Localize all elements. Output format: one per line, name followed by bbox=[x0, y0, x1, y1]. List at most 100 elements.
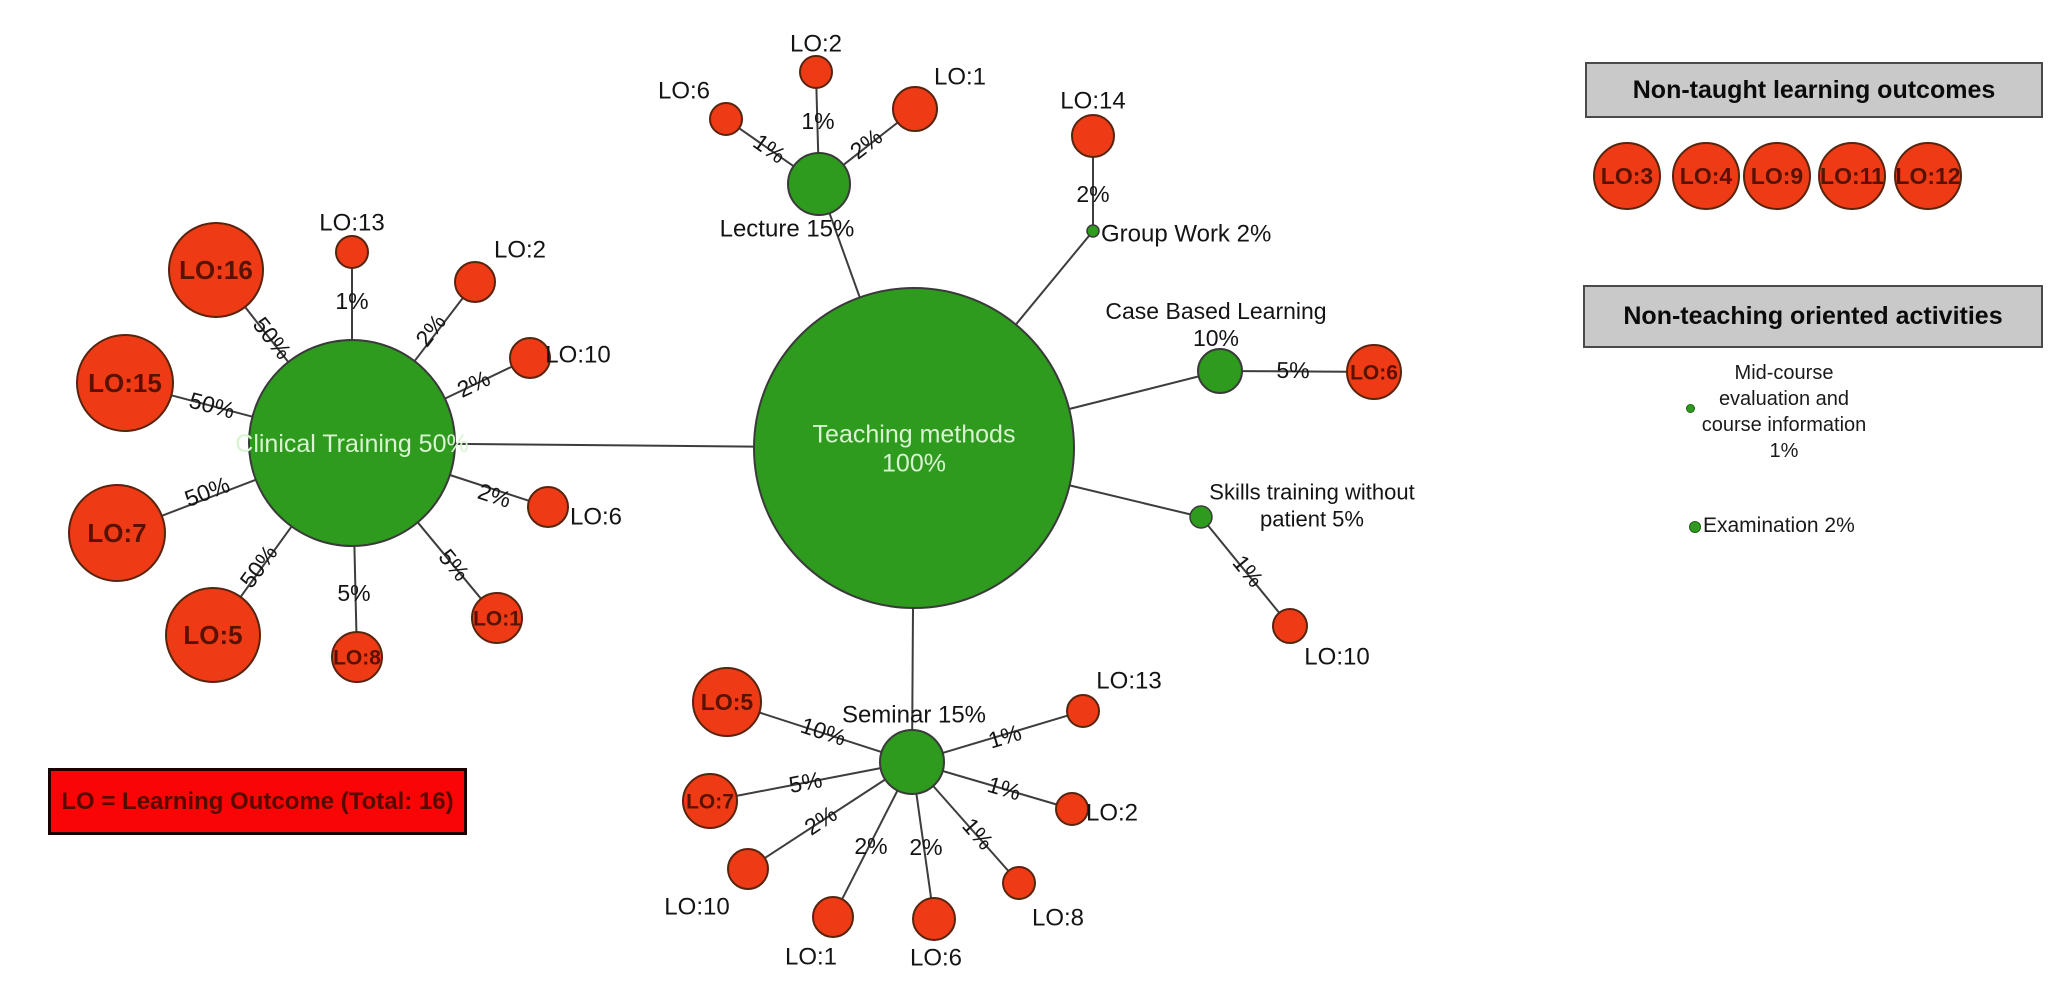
edge-teaching-cbl bbox=[1068, 375, 1199, 410]
edge-seminar-sem-lo5 bbox=[758, 711, 882, 754]
edge-percent-label: 2% bbox=[800, 800, 842, 840]
edge-percent-label: 1% bbox=[749, 128, 791, 168]
node-sem-lo7 bbox=[682, 773, 738, 829]
edge-percent-label: 2% bbox=[475, 478, 515, 513]
edge-clinical-c-lo8 bbox=[353, 545, 358, 633]
edge-seminar-sem-lo8 bbox=[932, 785, 1010, 872]
edge-teaching-seminar bbox=[911, 607, 914, 731]
edge-clinical-c-lo15 bbox=[171, 394, 253, 418]
node-groupwork bbox=[1086, 224, 1100, 238]
node-label-cbl: Case Based Learning bbox=[1105, 298, 1326, 324]
edge-skills-sk-lo10 bbox=[1207, 524, 1280, 614]
non-teaching-oriented-activities-header: Non-teaching oriented activities bbox=[1583, 285, 2043, 348]
edge-seminar-sem-lo2 bbox=[942, 770, 1057, 806]
edge-cbl-cbl-lo6 bbox=[1241, 370, 1348, 373]
edge-clinical-c-lo7 bbox=[161, 478, 257, 517]
node-label-skills: Skills training without bbox=[1209, 480, 1414, 505]
node-c-lo5 bbox=[165, 587, 261, 683]
node-label-sem-lo13: LO:13 bbox=[1096, 667, 1161, 694]
examination-label: Examination 2% bbox=[1703, 514, 1855, 537]
node-label-lecture: Lecture 15% bbox=[720, 215, 855, 242]
non-taught-outcome-circle: LO:3 bbox=[1593, 142, 1661, 210]
non-taught-outcome-circle: LO:12 bbox=[1894, 142, 1962, 210]
node-c-lo7 bbox=[68, 484, 166, 582]
midcourse-evaluation-dot bbox=[1686, 404, 1695, 413]
node-label-lec-lo6: LO:6 bbox=[658, 77, 710, 104]
node-label-clinical: Clinical Training 50% bbox=[235, 430, 468, 458]
edge-percent-label: 5% bbox=[787, 766, 825, 798]
edge-percent-label: 50% bbox=[181, 471, 233, 512]
edge-clinical-c-lo6 bbox=[449, 474, 530, 502]
edge-lecture-lec-lo1 bbox=[842, 121, 899, 166]
node-label-c-lo8: LO:8 bbox=[333, 646, 381, 669]
node-c-lo2 bbox=[454, 261, 496, 303]
node-label-skills: patient 5% bbox=[1260, 507, 1364, 532]
node-label-c-lo16: LO:16 bbox=[179, 255, 253, 285]
node-label-sem-lo10: LO:10 bbox=[664, 893, 729, 920]
non-taught-outcome-circle: LO:4 bbox=[1672, 142, 1740, 210]
midcourse-line-2: evaluation and bbox=[1718, 388, 1850, 410]
edge-percent-label: 1% bbox=[335, 288, 368, 314]
node-label-gw-lo14: LO:14 bbox=[1060, 87, 1125, 114]
edge-teaching-clinical bbox=[454, 442, 755, 448]
edge-teaching-skills bbox=[1069, 484, 1191, 516]
node-label-sk-lo10: LO:10 bbox=[1304, 643, 1369, 670]
edge-clinical-c-lo10 bbox=[444, 365, 513, 400]
node-cbl bbox=[1197, 348, 1243, 394]
node-c-lo8 bbox=[331, 631, 383, 683]
node-label-c-lo7: LO:7 bbox=[87, 518, 146, 548]
node-lec-lo2 bbox=[799, 55, 833, 89]
node-label-groupwork: Group Work 2% bbox=[1101, 220, 1271, 247]
edge-percent-label: 2% bbox=[854, 833, 887, 859]
node-sem-lo13 bbox=[1066, 694, 1100, 728]
node-label-sem-lo6: LO:6 bbox=[910, 944, 962, 971]
edge-percent-label: 2% bbox=[909, 834, 942, 860]
midcourse-line-3: course information bbox=[1701, 414, 1867, 436]
node-label-lec-lo2: LO:2 bbox=[790, 30, 842, 57]
node-sem-lo10 bbox=[727, 848, 769, 890]
node-clinical bbox=[248, 339, 456, 547]
node-c-lo13 bbox=[335, 235, 369, 269]
node-sem-lo1 bbox=[812, 896, 854, 938]
edge-teaching-groupwork bbox=[1015, 234, 1090, 326]
node-label-teaching: Teaching methods bbox=[813, 420, 1016, 448]
examination-dot bbox=[1689, 521, 1701, 533]
lo-legend-box: LO = Learning Outcome (Total: 16) bbox=[48, 768, 467, 835]
node-label-sem-lo7: LO:7 bbox=[686, 790, 734, 813]
non-taught-outcome-circle: LO:9 bbox=[1743, 142, 1811, 210]
edge-percent-label: 1% bbox=[985, 771, 1024, 805]
node-gw-lo14 bbox=[1071, 114, 1115, 158]
edge-percent-label: 2% bbox=[453, 365, 494, 403]
edge-percent-label: 1% bbox=[801, 108, 834, 134]
node-label-c-lo6: LO:6 bbox=[570, 503, 622, 530]
edge-clinical-c-lo5 bbox=[239, 525, 293, 598]
edge-teaching-lecture bbox=[828, 212, 861, 298]
node-label-c-lo10: LO:10 bbox=[545, 341, 610, 368]
edge-seminar-sem-lo1 bbox=[841, 790, 899, 900]
node-label-c-lo15: LO:15 bbox=[88, 368, 162, 398]
edge-percent-label: 50% bbox=[186, 387, 237, 424]
edge-percent-label: 2% bbox=[1076, 181, 1109, 207]
edge-seminar-sem-lo10 bbox=[764, 778, 886, 859]
node-sk-lo10 bbox=[1272, 608, 1308, 644]
node-label-teaching: 100% bbox=[882, 449, 946, 477]
node-label-c-lo13: LO:13 bbox=[319, 209, 384, 236]
node-label-c-lo1: LO:1 bbox=[473, 607, 521, 630]
node-sem-lo5 bbox=[692, 667, 762, 737]
node-label-c-lo2: LO:2 bbox=[494, 236, 546, 263]
node-cbl-lo6 bbox=[1346, 344, 1402, 400]
node-lec-lo6 bbox=[709, 102, 743, 136]
node-label-sem-lo8: LO:8 bbox=[1032, 904, 1084, 931]
node-sem-lo2 bbox=[1055, 792, 1089, 826]
edge-percent-label: 5% bbox=[1276, 357, 1309, 383]
node-seminar bbox=[879, 729, 945, 795]
node-sem-lo8 bbox=[1002, 866, 1036, 900]
edge-percent-label: 2% bbox=[410, 309, 451, 351]
edge-clinical-c-lo1 bbox=[416, 521, 482, 600]
edge-seminar-sem-lo13 bbox=[942, 714, 1068, 754]
midcourse-line-4: 1% bbox=[1769, 440, 1799, 462]
edge-percent-label: 5% bbox=[337, 580, 370, 606]
edge-seminar-sem-lo6 bbox=[915, 793, 933, 899]
